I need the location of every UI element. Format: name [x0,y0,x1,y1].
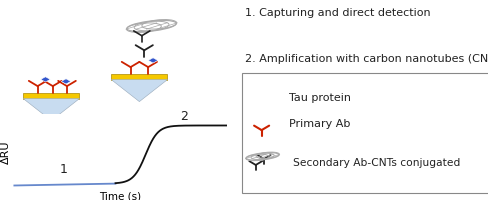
Polygon shape [41,77,50,82]
Polygon shape [256,95,266,101]
Text: 2: 2 [180,110,187,123]
Text: 2. Amplification with carbon nanotubes (CNTs): 2. Amplification with carbon nanotubes (… [245,54,488,64]
Polygon shape [148,58,158,63]
Polygon shape [111,74,167,80]
X-axis label: Time (s): Time (s) [99,191,141,200]
FancyBboxPatch shape [242,73,488,193]
Polygon shape [23,93,79,99]
Text: Secondary Ab-CNTs conjugated: Secondary Ab-CNTs conjugated [293,158,460,168]
Polygon shape [23,99,79,121]
Text: 1: 1 [60,163,67,176]
Y-axis label: ΔRU: ΔRU [1,140,11,164]
Text: 1. Capturing and direct detection: 1. Capturing and direct detection [245,8,430,18]
Polygon shape [111,80,167,102]
Polygon shape [61,79,71,84]
Text: Tau protein: Tau protein [288,93,350,103]
Text: Primary Ab: Primary Ab [288,119,349,129]
